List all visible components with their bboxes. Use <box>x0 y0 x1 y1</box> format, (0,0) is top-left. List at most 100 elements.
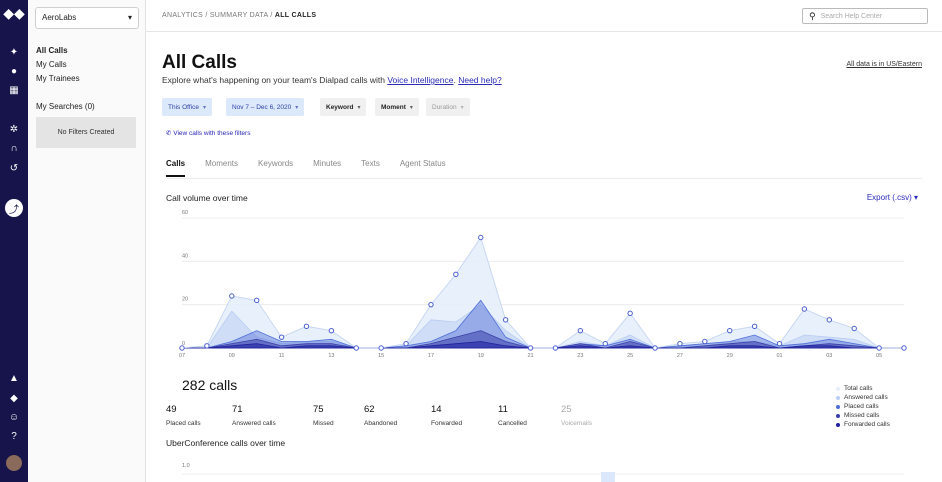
stat-value: 62 <box>364 404 375 415</box>
help-center-search[interactable]: ⚲ Search Help Center <box>802 8 928 24</box>
data-point <box>627 310 633 317</box>
chevron-down-icon: ▾ <box>460 104 464 111</box>
data-point <box>179 345 185 351</box>
workspace-selector[interactable]: AeroLabs ▾ <box>35 7 139 29</box>
data-point <box>353 345 359 351</box>
tab-texts[interactable]: Texts <box>361 159 380 168</box>
user-avatar[interactable] <box>0 455 28 471</box>
data-point <box>876 345 882 351</box>
search-input[interactable]: Search Help Center <box>820 12 883 20</box>
help-icon[interactable]: ? <box>11 430 17 442</box>
filter-date-range[interactable]: Nov 7 – Dec 6, 2020 ▾ <box>226 98 305 116</box>
dialpad-logo-icon[interactable]: ◆◆ <box>3 4 25 21</box>
breadcrumb-path[interactable]: ANALYTICS / SUMMARY DATA / <box>162 12 275 19</box>
contacts-icon[interactable]: ▦ <box>9 84 19 96</box>
tab-divider <box>166 178 922 179</box>
page-title: All Calls <box>162 52 237 73</box>
tab-calls[interactable]: Calls <box>166 159 186 177</box>
no-filters-placeholder: No Filters Created <box>36 117 136 148</box>
tab-keywords[interactable]: Keywords <box>258 159 294 168</box>
chevron-down-icon: ▾ <box>202 104 206 111</box>
stat-abandoned[interactable]: 62 Abandoned <box>364 404 397 427</box>
stat-value: 75 <box>313 404 324 415</box>
analytics-active-indicator: ⤴ <box>5 199 23 217</box>
stat-placed-calls[interactable]: 49 Placed calls <box>166 404 201 427</box>
x-tick-label: 11 <box>279 353 285 358</box>
data-point <box>652 345 658 351</box>
y-tick-label: 60 <box>182 210 188 216</box>
export-csv-button[interactable]: Export (.csv) ▾ <box>867 193 918 202</box>
uber-chart-title: UberConference calls over time <box>166 438 286 448</box>
call-volume-chart: 20 40 60 0 07 09 11 13 15 17 19 21 23 25 27 29 01 03 05 <box>179 210 907 358</box>
legend-label: Answered calls <box>844 394 888 401</box>
uberconference-chart: 1.0 <box>182 463 904 482</box>
tab-minutes[interactable]: Minutes <box>313 159 342 168</box>
chevron-down-icon: ▾ <box>295 104 299 111</box>
stat-label: Cancelled <box>498 420 527 427</box>
headset-icon[interactable]: ∩ <box>10 142 18 154</box>
filter-moment[interactable]: Moment ▾ <box>375 98 419 116</box>
stat-label: Voicemails <box>561 420 593 427</box>
x-tick-label: 01 <box>776 353 782 358</box>
sidebar-item-my-calls[interactable]: My Calls <box>36 60 67 69</box>
x-tick-label: 03 <box>826 353 832 358</box>
data-point <box>278 334 285 340</box>
sidebar-item-my-searches[interactable]: My Searches (0) <box>36 102 95 111</box>
export-label: Export (.csv) <box>866 193 912 202</box>
data-point <box>204 343 210 349</box>
total-calls: 282 calls <box>182 377 238 393</box>
phone-icon: ✆ <box>166 130 174 137</box>
sidebar-item-my-trainees[interactable]: My Trainees <box>36 74 80 83</box>
analytics-icon[interactable]: ⤴ <box>0 199 28 217</box>
bell-icon[interactable]: ▲ <box>9 372 19 384</box>
legend-swatch <box>836 386 840 391</box>
timezone-note[interactable]: All data is in US/Eastern <box>846 61 922 68</box>
x-tick-label: 29 <box>727 353 733 358</box>
legend-item[interactable]: Missed calls <box>836 411 890 420</box>
stat-voicemails[interactable]: 25 Voicemails <box>561 404 592 427</box>
filter-office[interactable]: This Office ▾ <box>162 98 212 116</box>
legend-label: Total calls <box>844 385 873 392</box>
tab-moments[interactable]: Moments <box>205 159 239 168</box>
legend-swatch <box>836 404 840 409</box>
dialpad-icon[interactable]: ◆ <box>10 392 18 404</box>
x-tick-label: 17 <box>428 353 434 358</box>
breadcrumb: ANALYTICS / SUMMARY DATA / ALL CALLS <box>162 12 316 19</box>
workspace-name: AeroLabs <box>42 13 77 22</box>
sparkle-icon[interactable]: ✦ <box>9 46 19 58</box>
view-calls-link[interactable]: ✆ View calls with these filters <box>166 129 250 137</box>
sidebar-item-all-calls[interactable]: All Calls <box>36 46 68 55</box>
person-icon[interactable]: ● <box>10 65 18 77</box>
gear-icon[interactable]: ✲ <box>9 123 19 135</box>
tab-agent-status[interactable]: Agent Status <box>399 159 446 168</box>
x-tick-label: 15 <box>378 353 384 358</box>
x-tick-label: 27 <box>677 353 683 358</box>
stat-label: Placed calls <box>166 420 201 427</box>
uber-bar <box>601 472 615 482</box>
data-point <box>502 317 509 323</box>
filter-duration[interactable]: Duration ▾ <box>426 98 470 116</box>
need-help-link[interactable]: Need help? <box>458 75 502 85</box>
legend-item[interactable]: Forwarded calls <box>836 420 890 429</box>
data-point <box>577 327 584 334</box>
stat-missed[interactable]: 75 Missed <box>313 404 334 427</box>
data-point <box>453 271 459 278</box>
legend-item[interactable]: Total calls <box>836 384 890 393</box>
stat-forwarded[interactable]: 14 Forwarded <box>431 404 462 427</box>
legend-label: Forwarded calls <box>844 421 890 428</box>
legend-item[interactable]: Answered calls <box>836 393 890 402</box>
filter-keyword[interactable]: Keyword ▾ <box>320 98 367 116</box>
breadcrumb-current: ALL CALLS <box>274 12 317 19</box>
voice-intelligence-link[interactable]: Voice Intelligence <box>387 75 454 85</box>
smiley-icon[interactable]: ☺ <box>8 411 20 423</box>
data-point <box>303 323 310 330</box>
legend-item[interactable]: Placed calls <box>836 402 890 411</box>
legend-label: Placed calls <box>844 403 879 410</box>
x-tick-label: 07 <box>179 353 185 358</box>
series-area-total-calls <box>181 236 904 349</box>
data-point <box>602 340 608 347</box>
stat-cancelled[interactable]: 11 Cancelled <box>498 404 527 427</box>
history-icon[interactable]: ↺ <box>9 162 19 174</box>
tab-bar: Calls Moments Keywords Minutes Texts Age… <box>166 159 466 177</box>
stat-answered-calls[interactable]: 71 Answered calls <box>232 404 276 427</box>
